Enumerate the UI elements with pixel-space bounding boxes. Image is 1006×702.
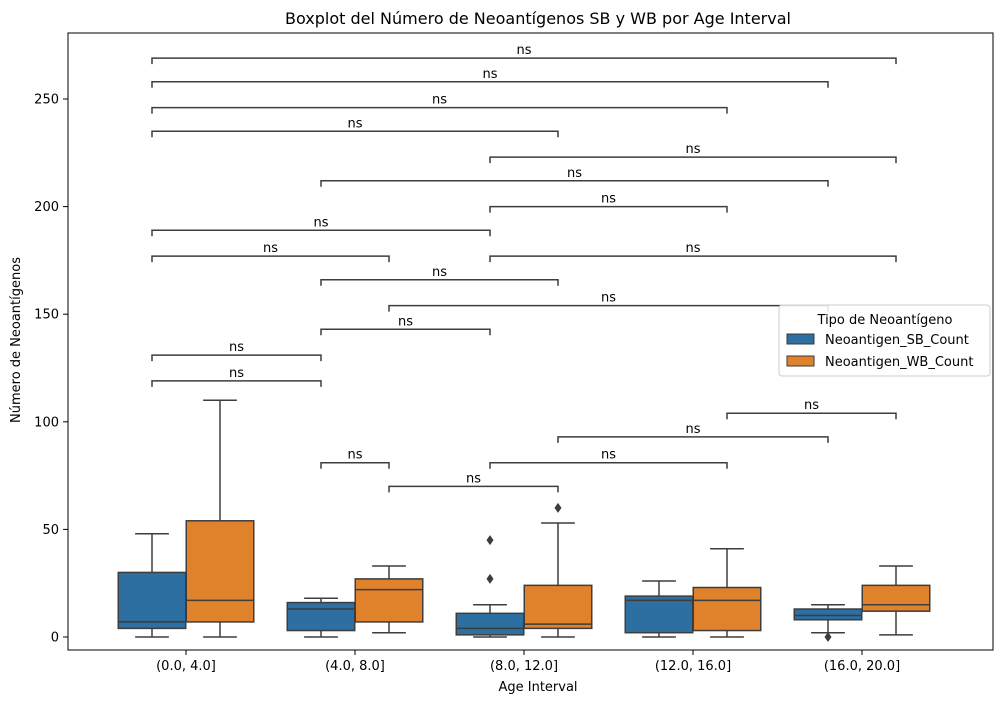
significance-bracket <box>320 279 559 286</box>
significance-label: ns <box>229 340 244 355</box>
significance-label: ns <box>685 422 700 437</box>
significance-bracket <box>151 81 829 88</box>
box-sb <box>455 612 525 636</box>
significance-label: ns <box>601 192 616 207</box>
box-wb <box>861 584 931 612</box>
x-axis-label: Age Interval <box>498 680 577 695</box>
box-wb <box>354 578 424 623</box>
x-tick-label: (0.0, 4.0] <box>156 659 216 674</box>
significance-label: ns <box>263 241 278 256</box>
significance-label: ns <box>601 291 616 306</box>
significance-label: ns <box>601 448 616 463</box>
x-tick-label: (12.0, 16.0] <box>655 659 731 674</box>
significance-label: ns <box>685 241 700 256</box>
y-axis-label: Número de Neoantígenos <box>9 257 24 423</box>
significance-bracket <box>489 255 897 263</box>
significance-bracket <box>151 354 322 362</box>
significance-bracket <box>388 485 559 493</box>
significance-label: ns <box>432 265 447 280</box>
box-wb <box>692 586 762 632</box>
box-sb <box>117 571 187 630</box>
significance-bracket <box>151 130 559 138</box>
box-sb <box>624 595 694 634</box>
outlier-marker <box>824 632 832 642</box>
significance-label: ns <box>482 67 497 82</box>
significance-bracket <box>320 328 491 336</box>
significance-label: ns <box>516 43 531 58</box>
y-tick-label: 250 <box>34 93 59 108</box>
significance-bracket <box>388 304 829 312</box>
legend-swatch-sb <box>786 333 815 345</box>
legend-label-wb: Neoantigen_WB_Count <box>825 355 973 370</box>
box-wb <box>185 520 255 623</box>
legend-swatch-wb <box>786 355 815 367</box>
significance-bracket <box>489 205 728 213</box>
significance-label: ns <box>229 366 244 381</box>
significance-label: ns <box>567 166 582 181</box>
significance-bracket <box>151 380 322 387</box>
significance-label: ns <box>313 215 328 230</box>
significance-label: ns <box>466 471 481 486</box>
significance-bracket <box>320 180 829 187</box>
significance-bracket <box>726 412 897 420</box>
legend-label-sb: Neoantigen_SB_Count <box>825 333 969 348</box>
outlier-marker <box>486 573 494 584</box>
legend-frame <box>778 304 991 377</box>
chart-title: Boxplot del Número de Neoantígenos SB y … <box>285 9 791 28</box>
significance-bracket <box>151 255 390 263</box>
plot-area: 0 50 100 150 200 250 (0.0, 4.0] (4.0, 8.0] (8.0,… <box>34 32 994 674</box>
legend-title: Tipo de Neoantígeno <box>817 313 953 328</box>
outlier-marker <box>486 535 494 546</box>
x-tick-label: (16.0, 20.0] <box>824 659 900 674</box>
significance-bracket <box>489 156 897 164</box>
significance-bracket <box>489 461 728 469</box>
x-tick-label: (4.0, 8.0] <box>325 659 385 674</box>
box-sb <box>793 608 863 621</box>
significance-bracket <box>320 461 390 469</box>
box-sb <box>286 601 356 632</box>
outlier-marker <box>554 502 562 513</box>
significance-label: ns <box>685 142 700 157</box>
y-tick-label: 50 <box>42 523 59 538</box>
significance-bracket <box>151 106 728 114</box>
y-tick-label: 150 <box>34 308 59 323</box>
significance-label: ns <box>432 93 447 108</box>
significance-label: ns <box>347 116 362 131</box>
significance-bracket <box>151 229 491 237</box>
legend: Tipo de Neoantígeno Neoantigen_SB_Count … <box>778 304 991 377</box>
significance-label: ns <box>398 314 413 329</box>
significance-bracket <box>557 436 829 443</box>
significance-bracket <box>151 57 897 65</box>
y-tick-label: 0 <box>51 631 59 646</box>
y-tick-label: 100 <box>34 415 59 430</box>
x-tick-label: (8.0, 12.0] <box>490 659 558 674</box>
box-wb <box>523 584 593 630</box>
y-tick-label: 200 <box>34 200 59 215</box>
significance-label: ns <box>804 398 819 413</box>
axes-frame <box>67 32 994 651</box>
significance-label: ns <box>347 448 362 463</box>
